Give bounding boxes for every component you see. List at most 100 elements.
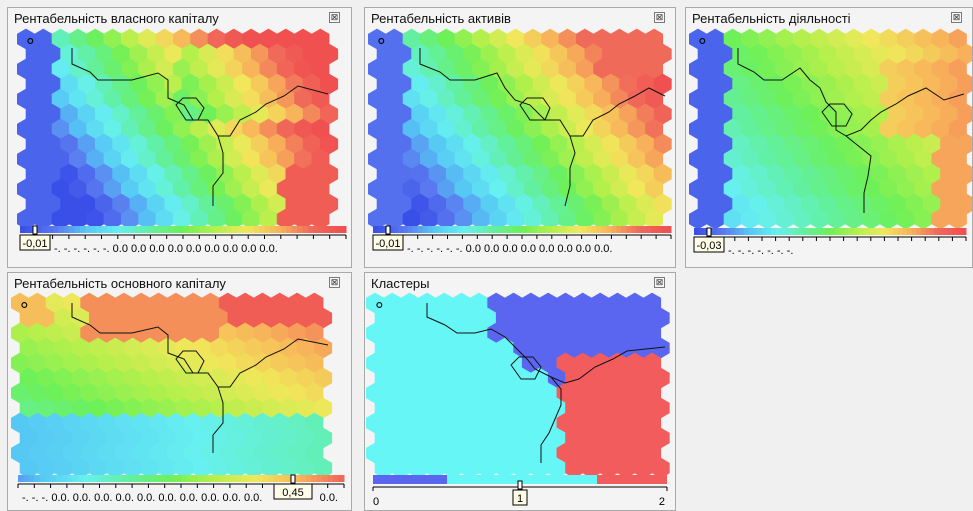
color-scale-segment [743,228,749,235]
color-scale-segment [186,475,193,482]
color-scale-segment [164,475,171,482]
color-scale-segment [257,475,263,482]
color-scale-segment [884,228,890,235]
color-scale-segment [576,226,583,233]
color-scale-segment [377,226,384,233]
color-scale-segment [327,475,334,482]
color-scale-segment [36,226,43,233]
cluster-border [175,97,205,121]
color-scale-segment [246,475,253,482]
color-scale-segment [641,226,647,233]
color-scale-segment [96,226,102,233]
color-scale-segment [947,228,953,235]
color-scale-segment [857,228,863,235]
color-scale-segment [208,475,215,482]
color-scale-segment [771,228,777,235]
color-scale-segment [861,228,867,235]
color-scale-segment [492,226,498,233]
scale-slider[interactable]: 0,45 [273,474,313,500]
color-scale-segment [412,226,419,233]
color-scale-segment [784,228,790,235]
color-scale-segment [115,475,122,482]
color-scale-segment [210,226,217,233]
color-scale-segment [56,475,62,482]
node-marker [376,302,383,308]
close-icon[interactable]: ⊠ [329,12,340,23]
color-scale-segment [278,475,285,482]
color-scale-segment [417,226,424,233]
color-scale-segment [820,228,826,235]
color-scale-segment [596,226,602,233]
scale-slider[interactable]: -0,01 [372,225,404,251]
scale-labels: 0 [373,496,379,508]
color-scale-segment [437,226,444,233]
color-scale-segment [734,228,740,235]
color-scale-segment [106,226,113,233]
color-scale-segment [651,226,657,233]
color-scale-segment [316,475,323,482]
color-scale-segment [952,228,958,235]
scale-labels: -. -. -. -. -. -. 0.0 0.0 0.0 0.0 0.0 0.… [407,243,612,255]
color-scale-segment [387,226,394,233]
cluster-border [737,48,965,213]
color-scale-segment [34,475,41,482]
close-icon[interactable]: ⊠ [951,12,962,23]
node-marker [378,38,385,44]
color-scale-segment [313,226,320,233]
color-scale-segment [224,475,231,482]
color-scale-segment [916,228,922,235]
scale-slider[interactable]: -0,01 [19,225,51,251]
cluster-scale-segment [447,475,597,484]
color-scale-segment [284,475,291,482]
color-scale-segment [324,226,331,233]
color-scale-segment [221,226,227,233]
color-scale-segment [248,226,255,233]
color-scale-segment [79,226,86,233]
color-scale-segment [631,226,637,233]
close-icon[interactable]: ⊠ [654,12,665,23]
color-scale-segment [798,228,804,235]
color-scale-segment [139,226,146,233]
close-icon[interactable]: ⊠ [329,277,340,288]
color-scale-segment [482,226,488,233]
color-scale-segment [870,228,876,235]
color-scale-segment [77,475,84,482]
color-scale-segment [546,226,553,233]
color-scale-segment [807,228,813,235]
color-scale-segment [698,228,704,235]
cluster-border [175,350,205,374]
scale-slider[interactable]: 1 [512,480,528,506]
color-scale-segment [25,226,32,233]
color-scale-segment [730,228,736,235]
color-scale-segment [240,475,247,482]
color-scale-segment [191,475,198,482]
cluster-border [510,356,542,380]
cluster-scale-segment [597,475,667,484]
color-scale-segment [20,226,26,233]
panel-roe: Рентабельність власного капіталу ⊠ -0,01… [7,7,352,268]
color-scale-segment [126,475,133,482]
color-scale-segment [226,226,233,233]
color-scale-segment [898,228,904,235]
color-scale-segment [52,226,59,233]
panel-roa: Рентабельність активів ⊠ -0,01 -. -. -. -… [364,7,676,268]
color-scale-segment [739,228,745,235]
scale-slider[interactable]: -0,03 [693,227,725,253]
color-scale-segment [961,228,967,235]
color-scale-segment [269,226,276,233]
color-scale-segment [462,226,468,233]
color-scale-segment [41,226,48,233]
color-scale-segment [487,226,493,233]
color-scale-segment [661,226,667,233]
color-scale-segment [531,226,538,233]
close-icon[interactable]: ⊠ [654,277,665,288]
color-scale-segment [318,226,325,233]
scale-labels: -. -. -. -. -. -. -. [728,245,793,257]
color-scale-segment [148,475,155,482]
panel-title: Рентабельність активів [371,11,511,26]
panel-title: Рентабельність діяльності [692,11,851,26]
color-scale-segment [259,226,265,233]
color-scale-segment [893,228,899,235]
color-scale-segment [121,475,128,482]
color-scale-segment [802,228,808,235]
